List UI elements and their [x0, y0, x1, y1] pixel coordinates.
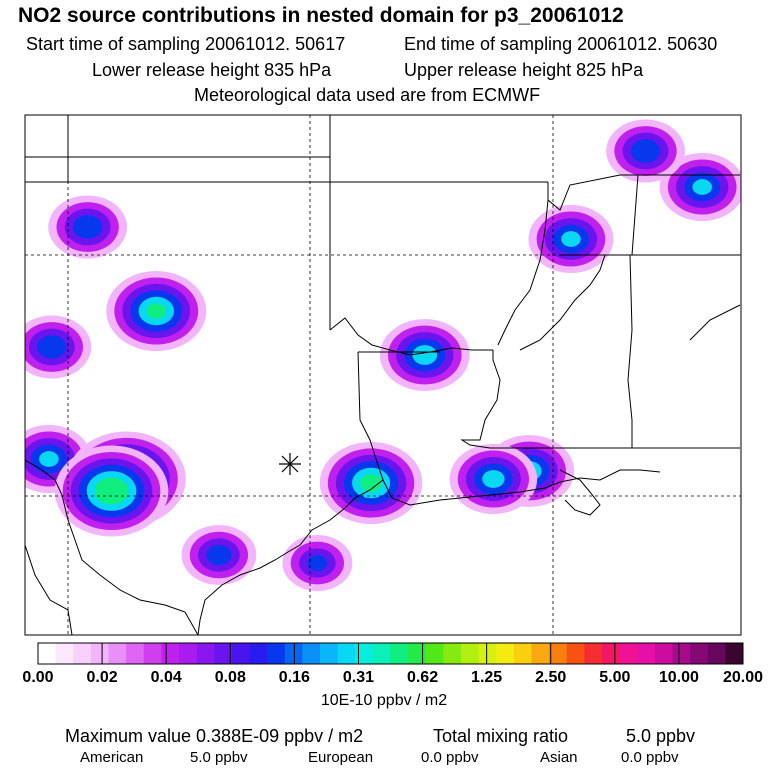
met-data-label: Meteorological data used are from ECMWF: [194, 85, 541, 105]
concentration-contour: [561, 231, 581, 247]
colorbar-cell: [443, 643, 462, 664]
colorbar-frame: [37, 642, 744, 665]
colorbar-cell: [513, 643, 532, 664]
colorbar-cell: [161, 643, 180, 664]
end-time-label: End time of sampling 20061012. 50630: [404, 34, 718, 54]
colorbar-cell: [284, 643, 303, 664]
colorbar-cell: [355, 643, 374, 664]
colorbar-cell: [602, 643, 621, 664]
map-frame: [24, 114, 742, 636]
colorbar-cell: [549, 643, 568, 664]
colorbar-cell: [38, 643, 57, 664]
colorbar-tick-label: 0.16: [278, 669, 310, 686]
asian-value: 0.0 ppbv: [621, 749, 679, 766]
lower-height-label: Lower release height 835 hPa: [92, 60, 332, 80]
upper-height-label: Upper release height 825 hPa: [404, 60, 644, 80]
colorbar-cell: [179, 643, 198, 664]
concentration-contour: [412, 345, 438, 365]
start-time-label: Start time of sampling 20061012. 50617: [26, 34, 346, 54]
colorbar-cell: [143, 643, 162, 664]
colorbar-cell: [302, 643, 321, 664]
colorbar-cell: [337, 643, 356, 664]
european-label: European: [308, 749, 374, 766]
colorbar-cell: [126, 643, 145, 664]
european-value: 0.0 ppbv: [421, 749, 479, 766]
colorbar-cell: [672, 643, 691, 664]
colorbar-cell: [408, 643, 427, 664]
colorbar-tick-label: 0.62: [406, 669, 439, 686]
concentration-contour: [94, 477, 129, 505]
concentration-contour: [360, 474, 383, 492]
colorbar-cell: [90, 643, 109, 664]
colorbar-cell: [531, 643, 550, 664]
colorbar-cell: [372, 643, 391, 664]
colorbar-tick-label: 1.25: [471, 669, 503, 686]
concentration-contour: [72, 215, 103, 239]
total-mixing-value: 5.0 ppbv: [626, 726, 696, 746]
colorbar-cell: [425, 643, 444, 664]
concentration-contour: [482, 470, 505, 488]
asian-label: Asian: [540, 749, 578, 766]
colorbar-cell: [73, 643, 92, 664]
concentration-contour: [146, 303, 166, 319]
colorbar-tick-label: 0.08: [214, 669, 246, 686]
map-title: NO2 source contributions in nested domai…: [18, 4, 624, 27]
colorbar-cell: [619, 643, 638, 664]
colorbar-cell: [707, 643, 726, 664]
concentration-contour: [206, 544, 232, 566]
colorbar-cell: [584, 643, 603, 664]
colorbar-cell: [231, 643, 250, 664]
colorbar-cell: [390, 643, 409, 664]
colorbar-tick-label: 2.50: [535, 669, 567, 686]
colorbar-cell: [249, 643, 268, 664]
colorbar-cell: [55, 643, 74, 664]
colorbar-cell: [654, 643, 673, 664]
colorbar-cell: [461, 643, 480, 664]
borders: [25, 115, 741, 635]
map-background: [25, 115, 741, 635]
colorbar-tick-label: 20.00: [722, 669, 764, 686]
colorbar-tick-label: 10.00: [658, 669, 699, 686]
graticule: [25, 115, 741, 635]
colorbar-cell: [637, 643, 656, 664]
colorbar-tick-label: 5.00: [599, 669, 631, 686]
colorbar-cell: [496, 643, 515, 664]
colorbar-tick-label: 0.31: [342, 669, 375, 686]
colorbar-cell: [196, 643, 215, 664]
colorbar-tick-label: 0.02: [86, 669, 118, 686]
concentration-contour: [307, 555, 328, 571]
colorbar-cell: [725, 643, 744, 664]
colorbar-cell: [267, 643, 286, 664]
colorbar-cell: [214, 643, 233, 664]
colorbar-cell: [320, 643, 339, 664]
release-site-marker: [279, 453, 301, 475]
colorbar-cell: [690, 643, 709, 664]
concentration-contour: [37, 335, 67, 359]
american-label: American: [80, 749, 144, 766]
max-value-label: Maximum value 0.388E-09 ppbv / m2: [65, 726, 364, 746]
concentration-contour: [39, 451, 59, 467]
colorbar-cell: [108, 643, 127, 664]
colorbar-cell: [566, 643, 585, 664]
american-value: 5.0 ppbv: [190, 749, 248, 766]
total-mixing-label: Total mixing ratio: [433, 726, 569, 746]
concentration-contour: [630, 139, 661, 163]
concentration-contour: [692, 179, 713, 195]
colorbar-cell: [478, 643, 497, 664]
colorbar-tick-label: 0.04: [150, 669, 182, 686]
colorbar-tick-label: 0.00: [22, 669, 54, 686]
colorbar-units: 10E-10 ppbv / m2: [320, 692, 448, 709]
